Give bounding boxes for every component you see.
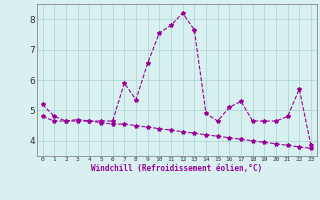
X-axis label: Windchill (Refroidissement éolien,°C): Windchill (Refroidissement éolien,°C) [91, 164, 262, 173]
